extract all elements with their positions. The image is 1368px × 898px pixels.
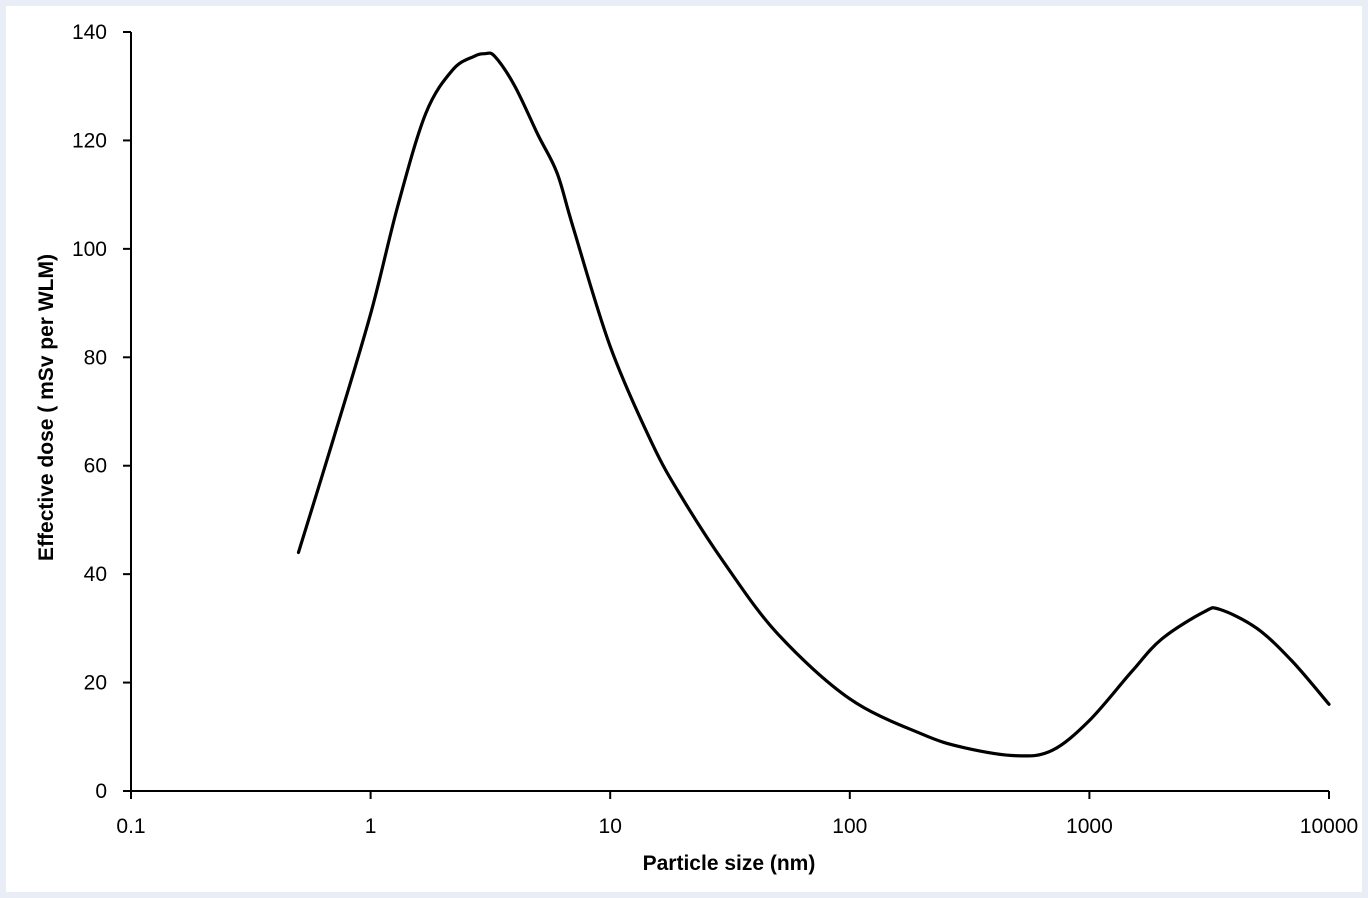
y-ticks: 0 20 40 60 80 100 120 140 xyxy=(72,21,131,803)
x-axis-title: Particle size (nm) xyxy=(643,852,816,875)
series-line xyxy=(296,51,1331,758)
y-axis-title: Effective dose ( mSv per WLM) xyxy=(35,254,58,561)
y-tick-label: 120 xyxy=(72,129,107,152)
x-tick-label: 1000 xyxy=(1066,815,1113,838)
y-tick-label: 60 xyxy=(84,455,107,478)
x-tick-label: 0.1 xyxy=(116,815,145,838)
y-tick-label: 40 xyxy=(84,563,107,586)
y-tick-label: 140 xyxy=(72,21,107,44)
chart-frame xyxy=(6,6,1362,892)
y-tick-label: 80 xyxy=(84,346,107,369)
x-tick-label: 1 xyxy=(365,815,377,838)
y-tick-label: 100 xyxy=(72,238,107,261)
x-tick-label: 10 xyxy=(599,815,622,838)
data-points xyxy=(296,52,1331,758)
axes xyxy=(130,32,1329,792)
x-tick-label: 100 xyxy=(832,815,867,838)
x-tick-label: 10000 xyxy=(1300,815,1358,838)
x-ticks: 0.1 1 10 100 1000 10000 xyxy=(116,791,1358,838)
y-tick-label: 20 xyxy=(84,672,107,695)
y-tick-label: 0 xyxy=(95,780,107,803)
